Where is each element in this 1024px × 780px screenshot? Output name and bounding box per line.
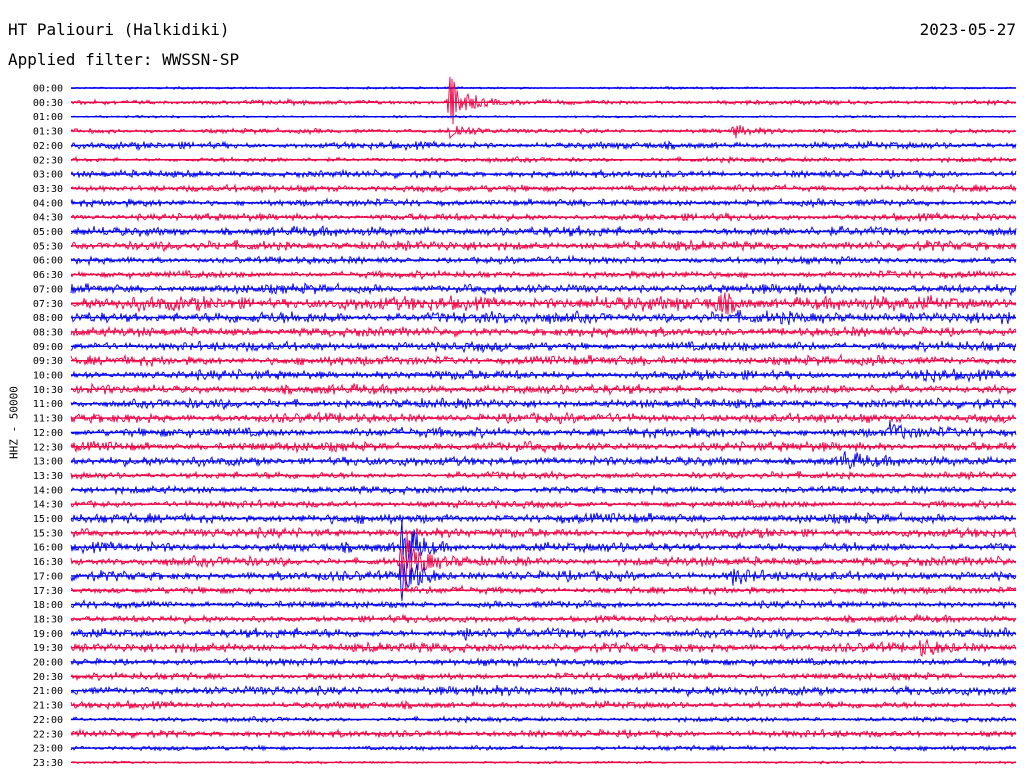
row-time-label: 01:00 (33, 112, 63, 123)
row-time-label: 08:00 (33, 313, 63, 324)
row-time-label: 12:00 (33, 428, 63, 439)
row-time-label: 07:30 (33, 299, 63, 310)
row-time-label: 18:00 (33, 600, 63, 611)
row-time-label: 03:00 (33, 170, 63, 181)
row-time-label: 15:00 (33, 514, 63, 525)
row-time-label: 19:00 (33, 629, 63, 640)
row-time-label: 07:00 (33, 284, 63, 295)
row-time-label: 22:30 (33, 729, 63, 740)
trace-row-1900 (70, 626, 1017, 641)
row-time-label: 23:30 (33, 758, 63, 769)
row-time-label: 03:30 (33, 184, 63, 195)
row-time-label: 11:30 (33, 414, 63, 425)
row-time-label: 20:00 (33, 658, 63, 669)
row-time-label: 00:30 (33, 98, 63, 109)
row-time-label: 04:00 (33, 198, 63, 209)
station-title: HT Paliouri (Halkidiki) (8, 20, 230, 39)
row-time-label: 14:30 (33, 500, 63, 511)
row-time-label: 06:00 (33, 256, 63, 267)
row-time-label: 13:00 (33, 457, 63, 468)
trace-row-0730 (70, 292, 1017, 315)
row-time-label: 09:00 (33, 342, 63, 353)
row-time-label: 20:30 (33, 672, 63, 683)
trace-row-0200 (70, 139, 1017, 152)
row-time-label: 22:00 (33, 715, 63, 726)
row-time-label: 17:30 (33, 586, 63, 597)
row-time-label: 05:00 (33, 227, 63, 238)
date-label: 2023-05-27 (919, 20, 1016, 39)
row-time-label: 15:30 (33, 528, 63, 539)
row-time-label: 19:30 (33, 643, 63, 654)
row-time-label: 08:30 (33, 327, 63, 338)
row-time-label: 05:30 (33, 241, 63, 252)
row-time-label: 01:30 (33, 127, 63, 138)
row-time-label: 13:30 (33, 471, 63, 482)
row-time-label: 21:30 (33, 701, 63, 712)
row-time-label: 21:00 (33, 686, 63, 697)
row-time-label: 18:30 (33, 614, 63, 625)
row-time-label: 10:30 (33, 385, 63, 396)
trace-row-1930 (70, 638, 1017, 657)
row-time-label: 02:00 (33, 141, 63, 152)
row-time-label: 02:30 (33, 155, 63, 166)
trace-row-1700 (70, 563, 1017, 601)
row-time-label: 14:00 (33, 485, 63, 496)
trace-row-2130 (70, 699, 1017, 711)
row-time-label: 23:00 (33, 744, 63, 755)
row-time-label: 11:00 (33, 399, 63, 410)
row-time-label: 09:30 (33, 356, 63, 367)
row-time-label: 16:00 (33, 543, 63, 554)
row-time-label: 04:30 (33, 213, 63, 224)
trace-row-0630 (70, 268, 1016, 281)
trace-row-1200 (70, 420, 1017, 440)
row-time-label: 10:00 (33, 371, 63, 382)
row-time-label: 06:30 (33, 270, 63, 281)
row-time-label: 17:00 (33, 571, 63, 582)
trace-row-1300 (70, 451, 1017, 470)
row-time-label: 16:30 (33, 557, 63, 568)
trace-row-1730 (71, 584, 1017, 597)
row-time-label: 00:00 (33, 84, 63, 95)
filter-label: Applied filter: WWSSN-SP (8, 50, 240, 69)
row-time-label: 12:30 (33, 442, 63, 453)
trace-row-1630 (70, 534, 1017, 591)
